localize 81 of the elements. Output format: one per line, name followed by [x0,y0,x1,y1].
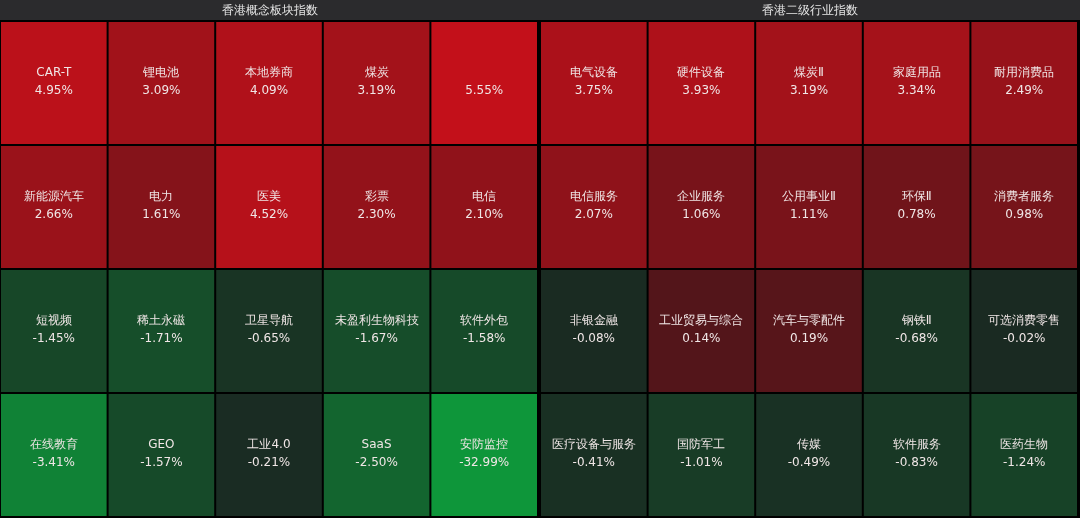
value-label: 3.93% [682,83,721,97]
category-label: 电气设备 [569,65,618,79]
category-label: SaaS [361,437,392,451]
category-label: 工业4.0 [247,437,291,451]
category-label: 稀土永磁 [137,313,186,327]
value-label: -0.68% [895,331,938,345]
value-label: -1.71% [140,331,183,345]
category-label: 公用事业Ⅱ [782,189,836,203]
value-label: 2.66% [34,207,73,221]
value-label: 4.09% [249,83,289,97]
value-label: 4.95% [34,83,73,97]
value-label: -32.99% [459,455,510,469]
category-label: 国防军工 [677,437,726,451]
value-label: 3.75% [574,83,613,97]
value-label: -1.01% [680,455,723,469]
value-label: -0.49% [787,455,831,469]
title: 香港二级行业指数 [762,3,858,17]
category-label: 在线教育 [29,437,78,451]
value-label: 3.19% [789,83,829,97]
value-label: 1.61% [142,207,181,221]
category-label: 企业服务 [677,189,726,203]
category-label: 环保Ⅱ [901,189,932,203]
category-label: 消费者服务 [994,189,1055,203]
category-label: 硬件设备 [677,65,726,79]
value-label: 0.14% [682,331,721,345]
category-label: 短视频 [35,313,72,327]
category-label: 工业贸易与综合 [659,313,744,327]
value-label: -3.41% [32,455,76,469]
category-label: 软件服务 [892,437,941,451]
value-label: -0.21% [247,455,291,469]
value-label: 3.19% [357,83,396,97]
category-label: 新能源汽车 [23,189,84,203]
category-label: CAR-T [36,65,72,79]
value-label: -1.67% [355,331,398,345]
value-label: 5.55% [465,83,504,97]
category-label: 本地券商 [245,65,293,79]
value-label: -0.08% [572,331,616,345]
category-label: 电力 [149,189,174,203]
value-label: -0.65% [247,331,291,345]
value-label: 2.10% [465,207,504,221]
category-label: 钢铁Ⅱ [901,313,932,327]
value-label: 2.07% [574,207,613,221]
value-label: 2.49% [1005,83,1044,97]
value-label: -1.24% [1002,455,1046,469]
category-label: 彩票 [364,189,389,203]
value-label: 0.78% [897,207,936,221]
title: 香港概念板块指数 [222,3,318,17]
category-label: 可选消费零售 [988,313,1061,327]
value-label: -1.58% [462,331,506,345]
category-label: GEO [148,437,175,451]
value-label: 0.98% [1005,207,1044,221]
category-label: 安防监控 [460,437,509,451]
category-label: 卫星导航 [245,313,293,327]
value-label: 3.09% [142,83,181,97]
category-label: 医药生物 [1000,437,1049,451]
category-label: 非银金融 [569,313,618,327]
category-label: 未盈利生物科技 [334,313,419,327]
value-label: 1.06% [682,207,721,221]
category-label: 汽车与零配件 [773,313,845,327]
value-label: -1.57% [140,455,183,469]
value-label: 1.11% [789,207,829,221]
category-label: 煤炭 [364,65,389,79]
value-label: -0.02% [1002,331,1046,345]
category-label: 医美 [257,189,281,203]
category-label: 耐用消费品 [994,65,1055,79]
value-label: 0.19% [789,331,829,345]
category-label: 医疗设备与服务 [551,437,636,451]
value-label: 4.52% [249,207,289,221]
category-label: 家庭用品 [892,65,941,79]
category-label: 电信服务 [569,189,618,203]
value-label: 2.30% [357,207,396,221]
value-label: -1.45% [32,331,76,345]
value-label: 3.34% [897,83,936,97]
category-label: 锂电池 [143,65,180,79]
category-label: 软件外包 [460,313,509,327]
value-label: -2.50% [355,455,398,469]
category-label: 煤炭Ⅱ [794,65,824,79]
category-label: 传媒 [797,437,821,451]
value-label: -0.41% [572,455,616,469]
category-label: 电信 [472,189,497,203]
value-label: -0.83% [895,455,938,469]
